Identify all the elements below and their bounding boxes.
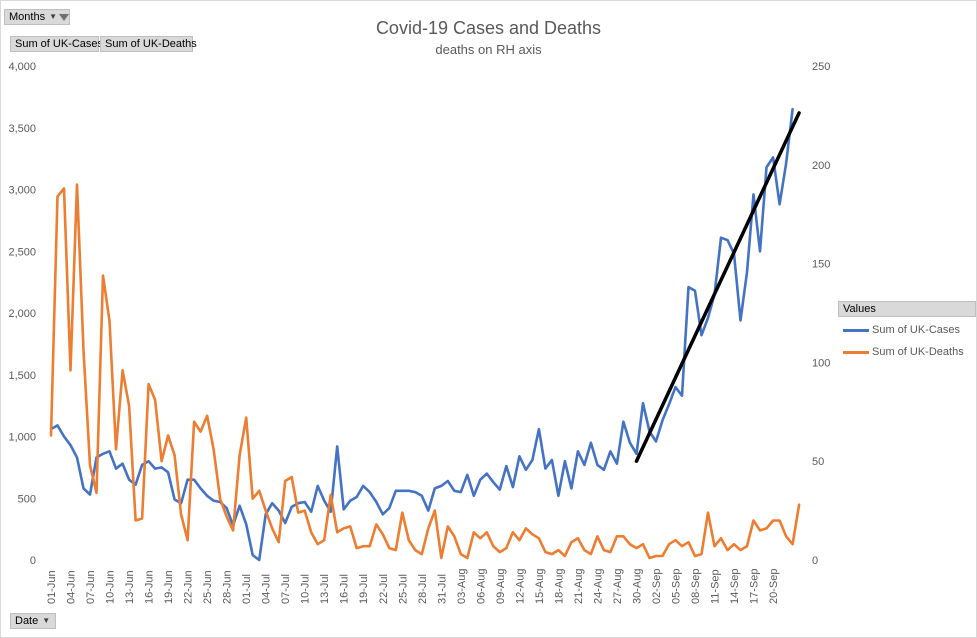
x-tick-label: 27-Aug [612, 569, 624, 604]
x-tick-label: 16-Jun [144, 570, 156, 604]
series-line-cases [51, 109, 793, 560]
x-tick-label: 15-Aug [534, 569, 546, 604]
x-tick-label: 11-Sep [710, 569, 722, 604]
x-tick-label: 07-Jun [85, 570, 97, 604]
y-left-tick-label: 500 [18, 493, 36, 505]
date-label: Date [15, 615, 38, 627]
x-tick-label: 25-Jul [397, 574, 409, 604]
x-tick-label: 05-Sep [670, 569, 682, 604]
x-tick-label: 01-Jul [241, 574, 253, 604]
date-axis-field-button[interactable]: Date ▼ [10, 613, 56, 629]
x-tick-label: 20-Sep [768, 569, 780, 604]
x-tick-label: 06-Aug [475, 569, 487, 604]
x-tick-label: 02-Sep [651, 569, 663, 604]
x-tick-label: 14-Sep [729, 569, 741, 604]
x-tick-label: 28-Jul [417, 574, 429, 604]
y-right-tick-label: 0 [812, 555, 818, 567]
y-left-tick-label: 3,500 [8, 123, 36, 135]
cases-swatch [843, 329, 869, 332]
x-tick-label: 03-Aug [456, 569, 468, 604]
y-right-tick-label: 50 [812, 456, 824, 468]
dropdown-arrow-icon: ▼ [42, 614, 50, 628]
legend-label-cases: Sum of UK-Cases [872, 324, 960, 336]
y-right-tick-label: 200 [812, 160, 830, 172]
y-left-tick-label: 4,000 [8, 61, 36, 73]
x-tick-label: 08-Sep [690, 569, 702, 604]
y-left-tick-label: 2,500 [8, 246, 36, 258]
x-tick-label: 28-Jun [222, 570, 234, 604]
legend-item-deaths[interactable]: Sum of UK-Deaths [838, 343, 976, 361]
y-left-tick-label: 1,500 [8, 370, 36, 382]
x-tick-label: 21-Aug [573, 569, 585, 604]
x-tick-label: 22-Jun [183, 570, 195, 604]
x-tick-label: 25-Jun [202, 570, 214, 604]
x-tick-label: 19-Jun [163, 570, 175, 604]
legend-header[interactable]: Values [838, 301, 976, 317]
x-tick-label: 10-Jul [300, 574, 312, 604]
x-tick-label: 10-Jun [105, 570, 117, 604]
y-right-tick-label: 250 [812, 61, 830, 73]
trend-line [636, 113, 799, 461]
x-tick-label: 12-Aug [514, 569, 526, 604]
y-right-tick-label: 150 [812, 259, 830, 271]
x-tick-label: 19-Jul [358, 574, 370, 604]
x-tick-label: 18-Aug [553, 569, 565, 604]
x-tick-label: 04-Jun [66, 570, 78, 604]
x-tick-label: 22-Jul [378, 574, 390, 604]
x-tick-label: 13-Jun [124, 570, 136, 604]
x-tick-label: 09-Aug [495, 569, 507, 604]
x-tick-label: 24-Aug [592, 569, 604, 604]
x-tick-label: 31-Jul [436, 574, 448, 604]
y-left-tick-label: 1,000 [8, 432, 36, 444]
y-left-tick-label: 3,000 [8, 185, 36, 197]
x-tick-label: 07-Jul [280, 574, 292, 604]
deaths-swatch [843, 351, 869, 354]
x-tick-label: 30-Aug [631, 569, 643, 604]
legend[interactable]: Values Sum of UK-Cases Sum of UK-Deaths [838, 301, 976, 361]
x-tick-label: 17-Sep [749, 569, 761, 604]
y-left-tick-label: 0 [30, 555, 36, 567]
y-right-tick-label: 100 [812, 357, 830, 369]
x-tick-label: 13-Jul [319, 574, 331, 604]
x-tick-label: 04-Jul [261, 574, 273, 604]
y-left-tick-label: 2,000 [8, 308, 36, 320]
legend-label-deaths: Sum of UK-Deaths [872, 346, 964, 358]
legend-item-cases[interactable]: Sum of UK-Cases [838, 321, 976, 339]
x-tick-label: 01-Jun [46, 570, 58, 604]
x-tick-label: 16-Jul [339, 574, 351, 604]
